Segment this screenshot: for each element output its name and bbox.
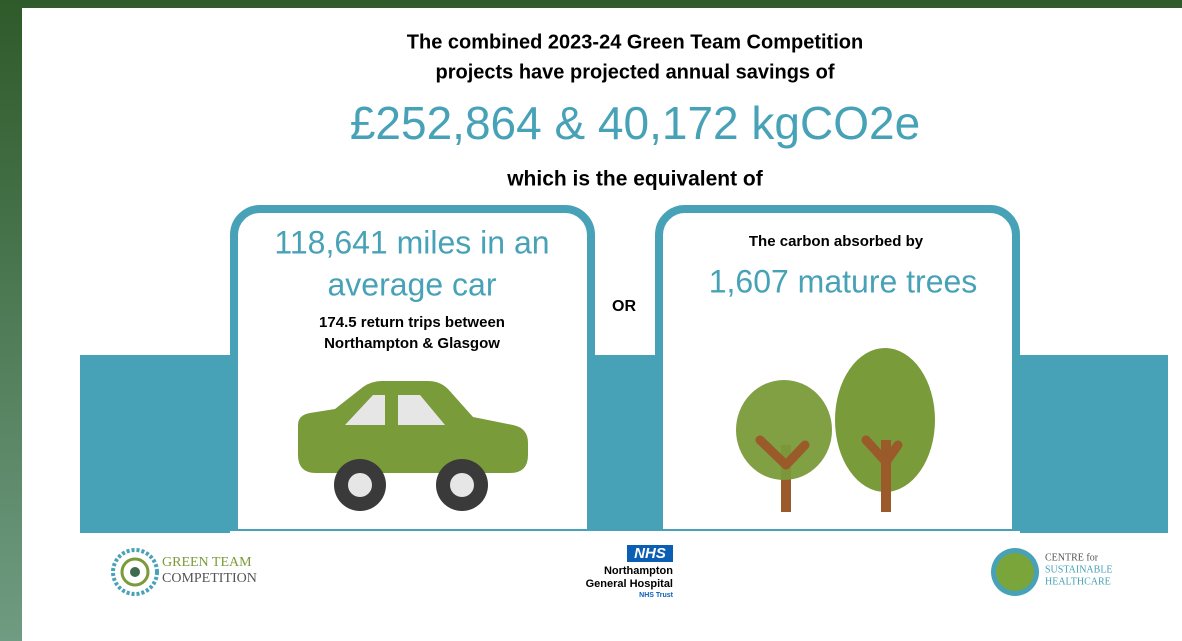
- green-team-logo: [111, 548, 159, 596]
- car-icon: [298, 381, 528, 511]
- logo-text: SUSTAINABLE: [1045, 564, 1113, 575]
- right-intro: The carbon absorbed by: [749, 233, 924, 250]
- header-line: projects have projected annual savings o…: [435, 61, 834, 83]
- left-subtext: 174.5 return trips between: [319, 314, 505, 331]
- trees-icon: [736, 348, 935, 512]
- logo-text: HEALTHCARE: [1045, 576, 1111, 587]
- separator: OR: [612, 298, 636, 315]
- logo-text: General Hospital: [586, 578, 673, 590]
- nhs-badge-text: NHS: [634, 545, 666, 562]
- left-headline: 118,641 miles in an: [274, 224, 549, 260]
- highlight: £252,864 & 40,172 kgCO2e: [350, 97, 920, 149]
- logo-text: NHS Trust: [639, 592, 674, 599]
- left-headline: average car: [328, 266, 497, 302]
- header-line: The combined 2023-24 Green Team Competit…: [407, 31, 863, 53]
- logo-text: COMPETITION: [162, 571, 257, 586]
- sub-heading: which is the equivalent of: [506, 168, 764, 191]
- logo-text: GREEN TEAM: [162, 555, 252, 570]
- panel-base: [230, 531, 1020, 537]
- left-subtext: Northampton & Glasgow: [324, 335, 500, 352]
- right-headline: 1,607 mature trees: [709, 263, 978, 299]
- right-panel: [655, 205, 1020, 537]
- logo-text: CENTRE for: [1045, 552, 1099, 563]
- logo-text: Northampton: [604, 565, 673, 577]
- nhs-badge: [627, 545, 673, 562]
- csh-logo: [991, 548, 1039, 596]
